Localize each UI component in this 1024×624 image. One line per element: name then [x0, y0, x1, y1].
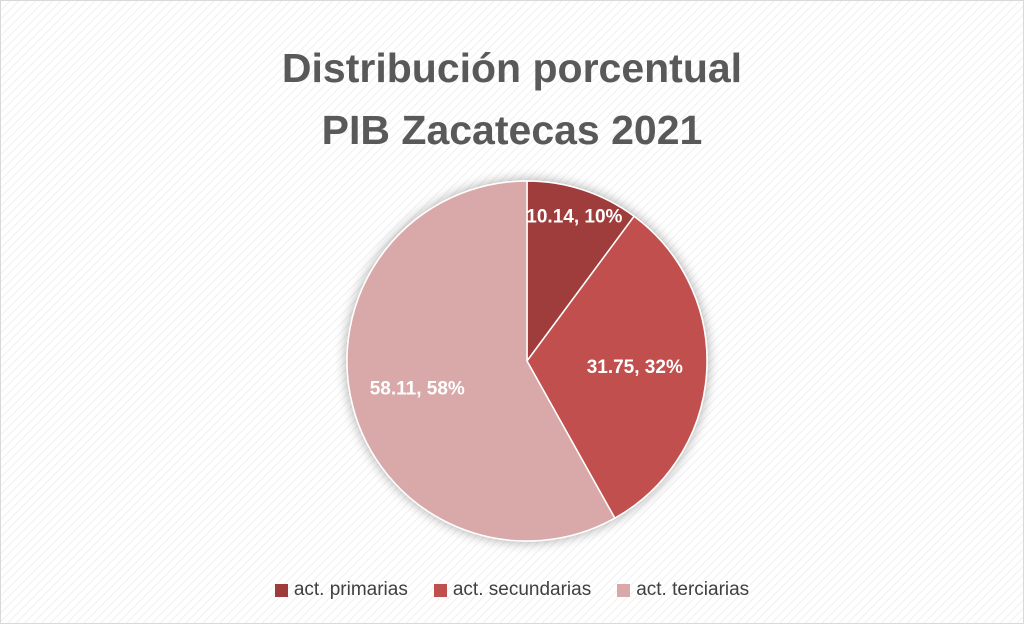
legend-item: act. primarias	[274, 579, 408, 601]
chart-title: Distribución porcentual PIB Zacatecas 20…	[281, 45, 743, 153]
data-label: 10.14, 10%	[526, 206, 622, 227]
legend-label: act. primarias	[293, 579, 408, 600]
pie	[346, 180, 708, 542]
pie-slice	[526, 180, 636, 364]
data-label: 31.75, 32%	[587, 357, 683, 378]
legend-item: act. terciarias	[617, 579, 749, 601]
legend-label: act. terciarias	[636, 579, 750, 600]
legend-item: act. secundarias	[433, 579, 592, 601]
legend-swatch	[617, 583, 631, 597]
legend: act. primarias act. secundarias act. terci…	[1, 579, 1023, 601]
pie-slice	[526, 215, 708, 520]
legend-swatch	[433, 583, 447, 597]
legend-label: act. secundarias	[452, 579, 592, 600]
data-labels: 10.14, 10% 31.75, 32% 58.11, 58%	[370, 206, 683, 399]
legend-swatch	[274, 583, 288, 597]
data-label: 58.11, 58%	[370, 379, 465, 400]
pie-slice	[346, 180, 616, 542]
